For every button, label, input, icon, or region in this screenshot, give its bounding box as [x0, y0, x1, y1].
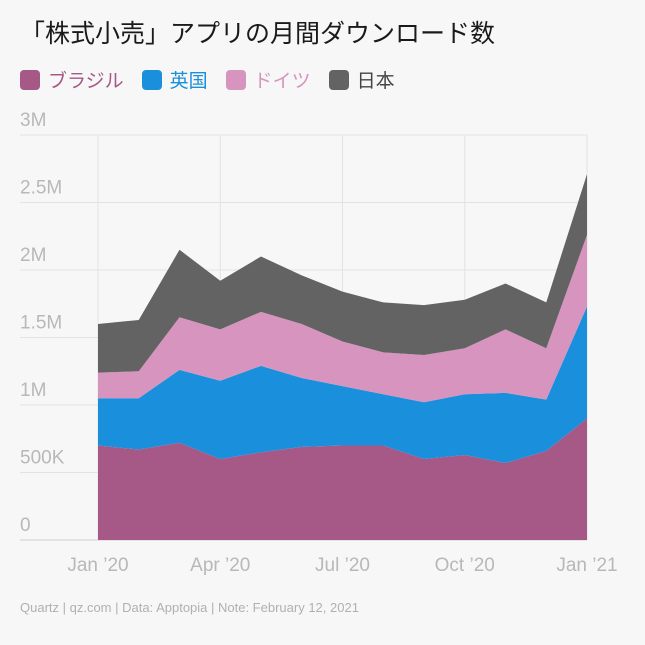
- legend-swatch-japan: [328, 69, 349, 90]
- chart-title: 「株式小売」アプリの月間ダウンロード数: [20, 19, 496, 48]
- y-tick-label: 1M: [20, 380, 46, 401]
- legend-label-brazil: ブラジル: [48, 70, 124, 92]
- source-footer: Quartz | qz.com | Data: Apptopia | Note:…: [20, 600, 359, 615]
- x-tick-label: Oct ’20: [435, 555, 495, 576]
- area-series: [98, 174, 587, 540]
- x-tick-label: Apr ’20: [190, 555, 250, 576]
- axis-labels: 0 500K 1M 1.5M 2M 2.5M 3M Jan ’20 Apr ’20 Jul ’20…: [20, 110, 618, 576]
- legend-item-brazil: ブラジル: [20, 66, 124, 93]
- legend-label-germany: ドイツ: [253, 70, 311, 92]
- legend-swatch-brazil: [20, 69, 40, 90]
- legend-item-japan: 日本: [328, 66, 395, 93]
- y-tick-label: 3M: [20, 110, 46, 131]
- y-tick-label: 0: [20, 515, 31, 536]
- legend-swatch-germany: [225, 69, 246, 90]
- area-series-germany: [98, 234, 587, 403]
- legend-label-uk: 英国: [169, 70, 208, 92]
- x-tick-label: Jan ’20: [67, 555, 128, 576]
- x-tick-label: Jul ’20: [315, 555, 370, 576]
- legend: ブラジル 英国 ドイツ 日本: [20, 66, 395, 93]
- y-tick-label: 2.5M: [20, 178, 62, 199]
- legend-item-germany: ドイツ: [225, 66, 311, 93]
- area-series-brazil: [98, 418, 587, 540]
- area-series-japan: [98, 174, 587, 373]
- area-series-uk: [98, 306, 587, 464]
- x-tick-label: Jan ’21: [556, 555, 617, 576]
- stacked-area-chart: 0 500K 1M 1.5M 2M 2.5M 3M Jan ’20 Apr ’20 Jul ’20…: [20, 110, 618, 576]
- y-tick-label: 2M: [20, 245, 46, 266]
- legend-label-japan: 日本: [356, 70, 395, 92]
- y-tick-label: 1.5M: [20, 313, 62, 334]
- legend-swatch-uk: [141, 69, 162, 90]
- legend-item-uk: 英国: [141, 66, 208, 93]
- y-tick-label: 500K: [20, 448, 65, 469]
